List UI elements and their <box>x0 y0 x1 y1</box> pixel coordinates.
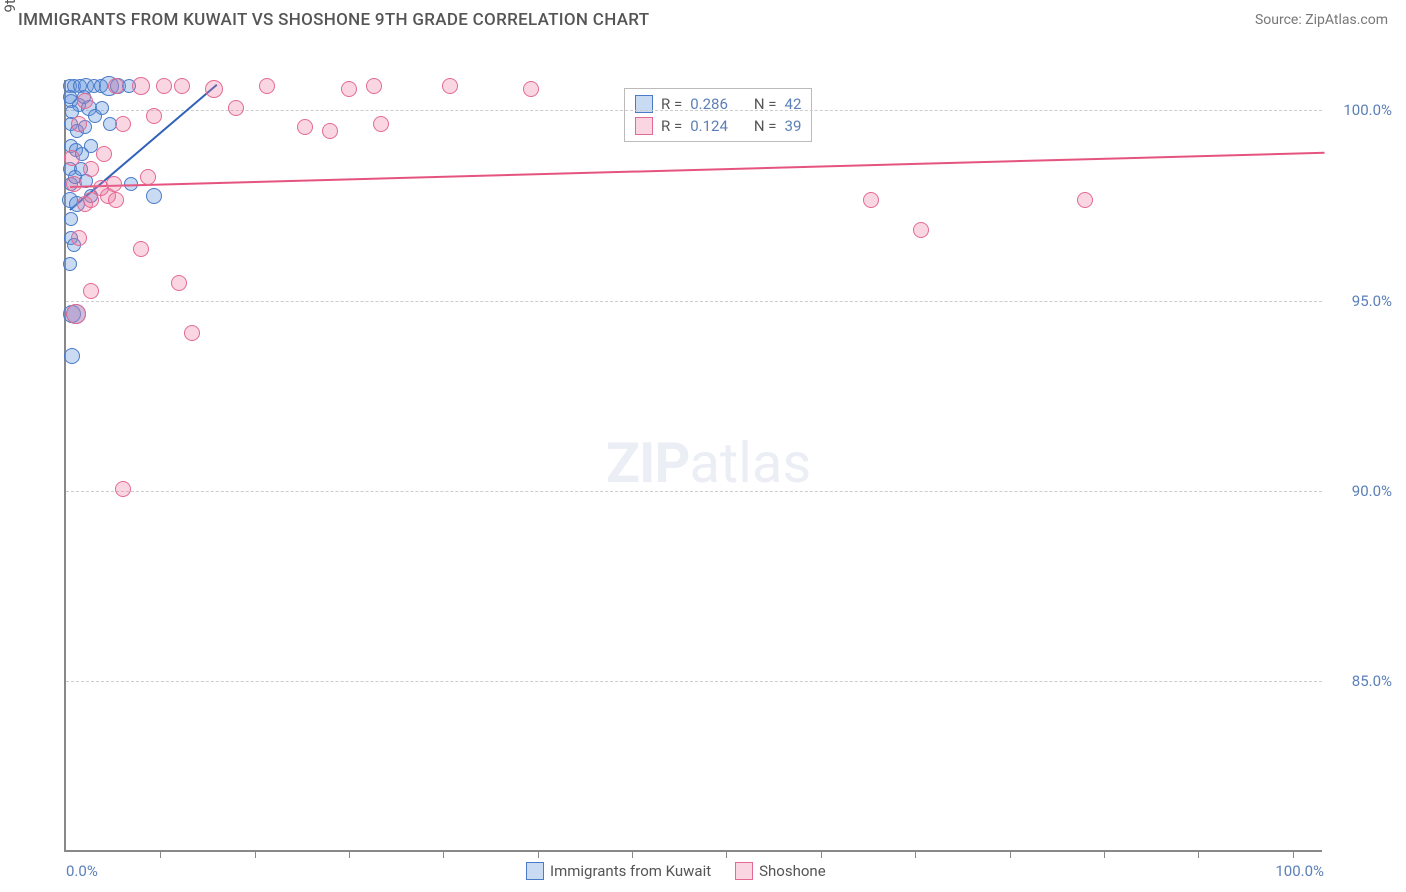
y-axis-label: 9th Grade <box>1 0 19 13</box>
x-tick-label: 0.0% <box>66 862 98 880</box>
x-tick <box>443 850 444 858</box>
data-point <box>63 257 77 271</box>
data-point <box>146 108 162 124</box>
data-point <box>108 192 124 208</box>
x-tick <box>915 850 916 858</box>
r-value: 0.124 <box>690 117 728 135</box>
legend-label: Immigrants from Kuwait <box>550 862 711 880</box>
x-tick-label: 100.0% <box>1275 862 1324 880</box>
data-point <box>156 78 172 94</box>
legend-item: Immigrants from Kuwait <box>526 862 711 880</box>
watermark: ZIPatlas <box>606 430 811 496</box>
data-point <box>133 241 149 257</box>
data-point <box>66 176 82 192</box>
data-point <box>184 325 200 341</box>
y-tick-label: 85.0% <box>1332 672 1392 690</box>
data-point <box>63 90 77 104</box>
data-point <box>108 78 124 94</box>
legend-label: Shoshone <box>759 862 826 880</box>
data-point <box>322 123 338 139</box>
gridline <box>66 301 1322 302</box>
chart-source: Source: ZipAtlas.com <box>1255 12 1388 28</box>
x-tick <box>1198 850 1199 858</box>
data-point <box>132 77 150 95</box>
legend-swatch <box>735 862 753 880</box>
r-label: R = <box>661 117 682 135</box>
data-point <box>863 192 879 208</box>
data-point <box>106 176 122 192</box>
data-point <box>913 222 929 238</box>
x-tick <box>349 850 350 858</box>
data-point <box>96 146 112 162</box>
data-point <box>66 304 86 324</box>
data-point <box>77 93 93 109</box>
x-tick <box>1010 850 1011 858</box>
legend-item: Shoshone <box>735 862 826 880</box>
data-point <box>341 81 357 97</box>
data-point <box>171 275 187 291</box>
data-point <box>1077 192 1093 208</box>
gridline <box>66 681 1322 682</box>
x-tick <box>538 850 539 858</box>
trend-line <box>70 152 1324 188</box>
data-point <box>71 116 87 132</box>
data-point <box>373 116 389 132</box>
stats-row: R =0.286N =42 <box>635 93 801 115</box>
x-tick <box>821 850 822 858</box>
x-tick <box>160 850 161 858</box>
data-point <box>205 80 223 98</box>
data-point <box>523 81 539 97</box>
x-tick <box>1104 850 1105 858</box>
x-tick <box>726 850 727 858</box>
stats-row: R = 0.124 N = 39 <box>635 115 801 137</box>
data-point <box>174 78 190 94</box>
legend-swatch <box>526 862 544 880</box>
plot-region: ZIPatlas R =0.286N =42R =0.124N =39 100.… <box>64 80 1322 852</box>
data-point <box>64 212 78 226</box>
series-swatch <box>635 117 653 135</box>
gridline <box>66 491 1322 492</box>
data-point <box>64 348 80 364</box>
data-point <box>140 169 156 185</box>
correlation-stats-box: R =0.286N =42 R = 0.124 N = 39 <box>624 88 812 142</box>
y-tick-label: 95.0% <box>1332 292 1392 310</box>
n-label: N = <box>754 117 777 135</box>
x-tick <box>255 850 256 858</box>
chart-header: IMMIGRANTS FROM KUWAIT VS SHOSHONE 9TH G… <box>0 0 1406 36</box>
data-point <box>115 116 131 132</box>
n-value: 39 <box>785 117 802 135</box>
data-point <box>115 481 131 497</box>
gridline <box>66 110 1322 111</box>
y-tick-label: 100.0% <box>1332 101 1392 119</box>
data-point <box>95 101 109 115</box>
chart-title: IMMIGRANTS FROM KUWAIT VS SHOSHONE 9TH G… <box>18 10 649 30</box>
data-point <box>259 78 275 94</box>
data-point <box>71 230 87 246</box>
data-point <box>442 78 458 94</box>
legend: Immigrants from Kuwait Shoshone <box>526 862 826 880</box>
x-tick <box>632 850 633 858</box>
data-point <box>297 119 313 135</box>
data-point <box>366 78 382 94</box>
data-point <box>228 100 244 116</box>
data-point <box>83 161 99 177</box>
x-tick <box>1293 850 1294 858</box>
data-point <box>64 150 80 166</box>
data-point <box>146 188 162 204</box>
y-tick-label: 90.0% <box>1332 482 1392 500</box>
data-point <box>83 283 99 299</box>
